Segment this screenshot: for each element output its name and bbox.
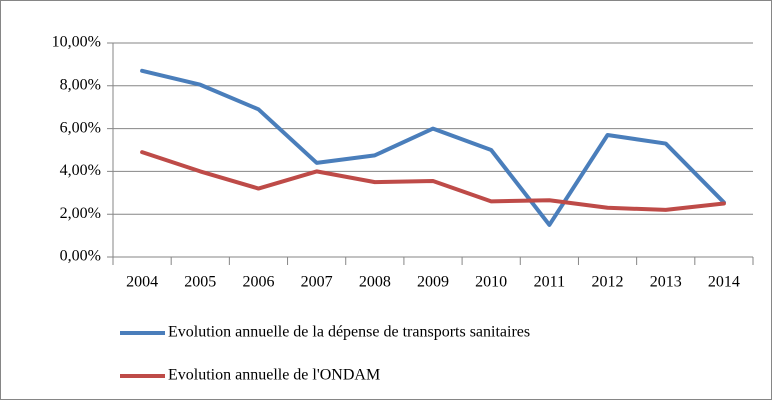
- y-tick-label: 6,00%: [60, 119, 101, 136]
- y-tick-label: 8,00%: [60, 76, 101, 93]
- x-tick-label: 2005: [184, 274, 216, 291]
- x-tick-label: 2008: [359, 274, 391, 291]
- y-tick-label: 2,00%: [60, 205, 101, 222]
- x-tick-label: 2007: [301, 274, 333, 291]
- x-tick-label: 2009: [417, 274, 449, 291]
- series-line: [140, 150, 726, 212]
- y-tick-label: 0,00%: [60, 248, 101, 265]
- x-tick-label: 2014: [708, 274, 740, 291]
- x-tick-label: 2012: [592, 274, 624, 291]
- y-tick-label: 10,00%: [52, 34, 101, 51]
- x-tick-label: 2013: [650, 274, 682, 291]
- legend-label: Evolution annuelle de la dépense de tran…: [168, 324, 530, 341]
- series-line: [140, 68, 726, 227]
- y-tick-label: 4,00%: [60, 162, 101, 179]
- x-tick-label: 2010: [475, 274, 507, 291]
- x-tick-label: 2011: [534, 274, 565, 291]
- legend-label: Evolution annuelle de l'ONDAM: [168, 367, 380, 384]
- x-tick-label: 2006: [242, 274, 274, 291]
- x-tick-label: 2004: [126, 274, 158, 291]
